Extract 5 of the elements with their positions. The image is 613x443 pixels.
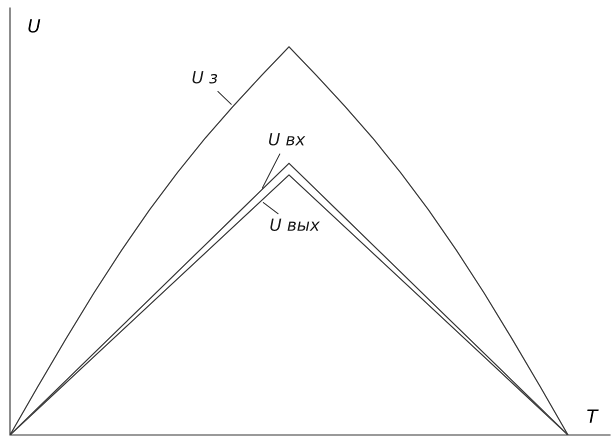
legend-label: U вых <box>270 218 320 232</box>
x-axis-title: T <box>587 410 599 423</box>
series-label: U з <box>192 71 218 84</box>
series-label: U вх <box>269 133 306 146</box>
y-axis-title: U <box>28 19 40 33</box>
